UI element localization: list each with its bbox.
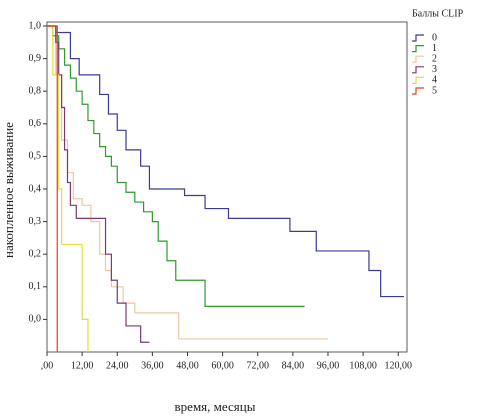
x-tick-label: 72,00	[246, 360, 269, 371]
legend-label: 1	[432, 43, 437, 54]
legend-label: 3	[432, 64, 437, 75]
legend-label: 0	[432, 32, 437, 43]
survival-curve	[47, 25, 150, 343]
y-tick-label: 0,4	[29, 183, 42, 194]
legend-label: 5	[432, 85, 437, 96]
legend-title: Баллы CLIP	[412, 8, 464, 19]
survival-curve	[47, 25, 305, 307]
x-tick-label: 96,00	[317, 360, 340, 371]
survival-curve	[47, 25, 405, 298]
y-tick-label: 0,0	[29, 314, 42, 325]
x-tick-label: 48,00	[176, 360, 199, 371]
y-tick-label: 0,2	[29, 248, 42, 259]
y-axis-title: накопленное выживание	[1, 122, 16, 258]
survival-curve	[47, 25, 328, 340]
legend-swatch	[412, 87, 424, 95]
x-tick-label: 36,00	[141, 360, 164, 371]
y-tick-label: 0,1	[29, 281, 42, 292]
x-tick-label: 60,00	[211, 360, 234, 371]
y-tick-label: 1,0	[29, 20, 42, 31]
legend-swatch	[412, 55, 424, 63]
x-tick-label: 24,00	[106, 360, 129, 371]
legend-swatch	[412, 66, 424, 74]
x-tick-label: 84,00	[282, 360, 305, 371]
legend-swatch	[412, 45, 424, 53]
legend-label: 2	[432, 53, 437, 64]
plot-frame	[46, 21, 408, 353]
x-axis-title: время, месяцы	[175, 399, 256, 414]
x-tick-label: 108,00	[349, 360, 377, 371]
survival-curve	[47, 25, 89, 352]
x-tick-label: 120,00	[384, 360, 412, 371]
y-tick-label: 0,6	[29, 118, 42, 129]
x-tick-label: 12,00	[71, 360, 94, 371]
legend-swatch	[412, 34, 424, 42]
y-tick-label: 0,5	[29, 151, 42, 162]
x-tick-label: ,00	[41, 360, 54, 371]
survival-curve	[47, 25, 58, 352]
y-tick-label: 0,3	[29, 216, 42, 227]
legend-swatch	[412, 76, 424, 84]
y-tick-label: 0,9	[29, 53, 42, 64]
y-tick-label: 0,8	[29, 85, 42, 96]
legend-label: 4	[432, 75, 437, 86]
